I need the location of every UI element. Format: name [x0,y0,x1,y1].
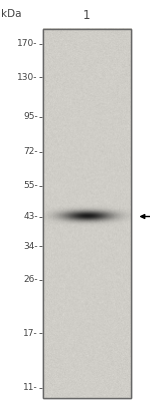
Text: kDa: kDa [2,9,22,19]
Text: 26-: 26- [23,275,38,284]
Text: 95-: 95- [23,113,38,121]
Text: 170-: 170- [17,39,38,48]
Text: 55-: 55- [23,181,38,190]
Text: 43-: 43- [23,212,38,221]
Text: 72-: 72- [23,147,38,156]
Bar [43,29,131,398]
Text: 1: 1 [82,9,90,22]
Text: 11-: 11- [23,383,38,392]
Bar [43,29,131,398]
Text: 34-: 34- [23,241,38,251]
Text: 130-: 130- [17,73,38,82]
Text: 17-: 17- [23,329,38,338]
